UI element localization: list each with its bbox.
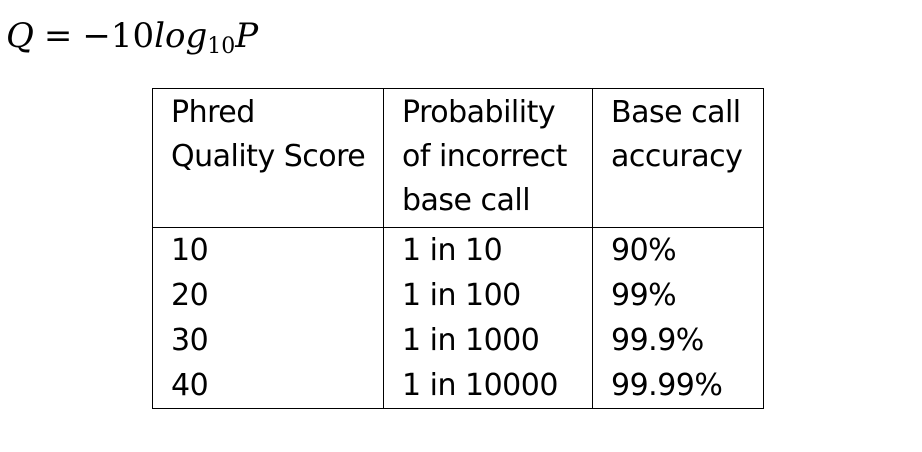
header-line: Probability [402, 95, 556, 130]
formula-coefficient: −10 [82, 16, 155, 56]
cell-quality-score: 20 [152, 273, 384, 318]
cell-probability: 1 in 1000 [383, 318, 593, 363]
cell-accuracy: 90% [592, 227, 764, 273]
formula-base: 10 [207, 34, 236, 59]
cell-quality-score: 40 [152, 363, 384, 409]
header-line: Base call [611, 95, 741, 130]
formula-func: log [154, 16, 208, 56]
header-line: Phred [171, 95, 255, 130]
cell-quality-score: 10 [152, 227, 384, 273]
header-line: base call [402, 183, 531, 218]
formula-lhs: Q [6, 16, 34, 56]
header-quality-score: Phred Quality Score [152, 88, 384, 228]
cell-accuracy: 99.99% [592, 363, 764, 409]
cell-quality-score: 30 [152, 318, 384, 363]
cell-probability: 1 in 100 [383, 273, 593, 318]
table-row: 40 1 in 10000 99.99% [152, 363, 764, 409]
phred-formula: Q = −10log10P [6, 16, 259, 59]
cell-accuracy: 99.9% [592, 318, 764, 363]
table-row: 20 1 in 100 99% [152, 273, 764, 318]
table-row: 10 1 in 10 90% [152, 227, 764, 273]
formula-variable: P [235, 16, 259, 56]
header-line: accuracy [611, 139, 743, 174]
cell-accuracy: 99% [592, 273, 764, 318]
table-header-row: Phred Quality Score Probability of incor… [152, 88, 764, 228]
table-row: 30 1 in 1000 99.9% [152, 318, 764, 363]
header-line: of incorrect [402, 139, 567, 174]
formula-equals: = [43, 16, 73, 56]
header-line: Quality Score [171, 139, 366, 174]
cell-probability: 1 in 10 [383, 227, 593, 273]
header-accuracy: Base call accuracy [592, 88, 764, 228]
cell-probability: 1 in 10000 [383, 363, 593, 409]
header-probability: Probability of incorrect base call [383, 88, 593, 228]
phred-quality-table: Phred Quality Score Probability of incor… [152, 88, 764, 409]
